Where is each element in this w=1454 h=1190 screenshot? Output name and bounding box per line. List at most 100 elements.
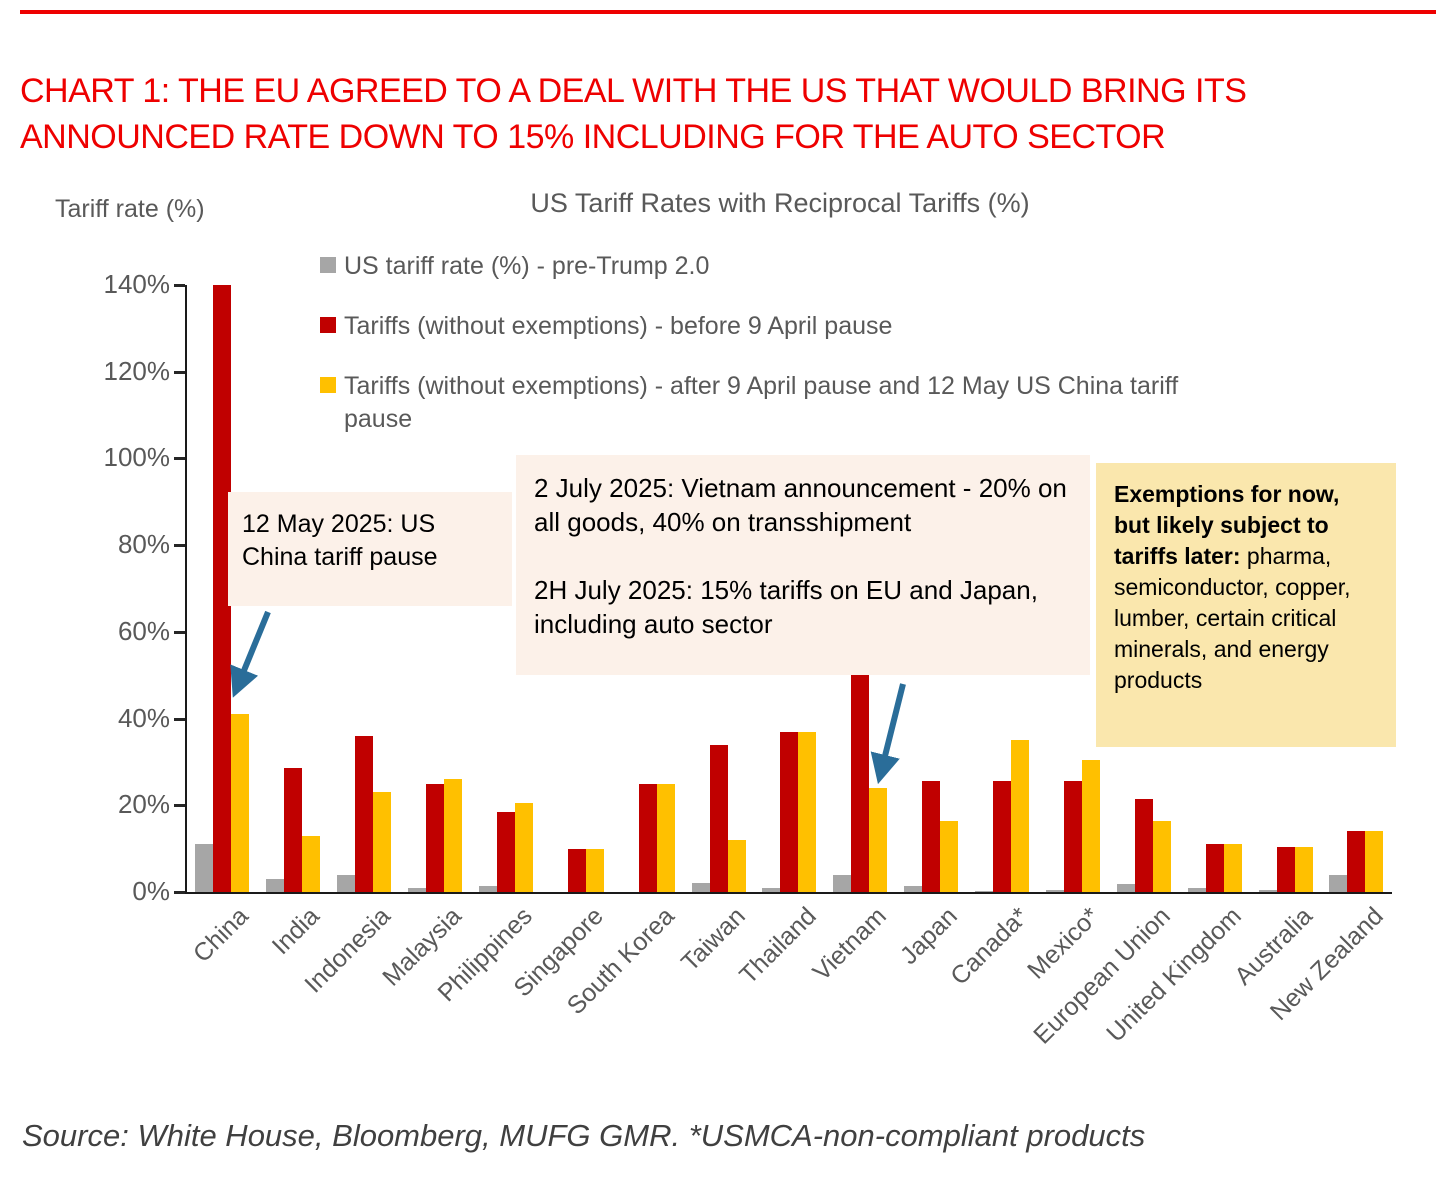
- bar-after-9-april-australia: [1294, 846, 1313, 892]
- y-tick-mark-140: [174, 284, 185, 287]
- annotation-spacer: [534, 539, 1072, 573]
- bar-before-9-april-south-korea: [638, 783, 657, 892]
- x-label-japan: Japan: [895, 902, 964, 970]
- bar-group-philippines: [471, 285, 542, 892]
- x-label-india: India: [266, 902, 326, 961]
- bar-before-9-april-australia: [1276, 846, 1295, 892]
- y-tick-100: 100%: [103, 442, 171, 473]
- legend-label-before-9-april: Tariffs (without exemptions) - before 9 …: [344, 312, 893, 340]
- bar-group-singapore: [541, 285, 612, 892]
- bar-after-9-april-south-korea: [656, 783, 675, 892]
- bar-group-canada: [967, 285, 1038, 892]
- annotation-vietnam-eu: 2 July 2025: Vietnam announcement - 20% …: [516, 455, 1090, 675]
- bar-pre-trump-thailand: [762, 887, 781, 892]
- y-tick-mark-0: [174, 891, 185, 894]
- legend-swatch-before-9-april: [320, 317, 336, 333]
- y-axis-title: Tariff rate (%): [55, 195, 205, 223]
- bar-group-united-kingdom: [1179, 285, 1250, 892]
- x-label-canada: Canada*: [945, 902, 1034, 991]
- bar-group-mexico: [1038, 285, 1109, 892]
- bar-group-indonesia: [329, 285, 400, 892]
- bar-before-9-april-malaysia: [426, 783, 445, 892]
- bar-pre-trump-new-zealand: [1329, 874, 1348, 892]
- legend-item-after-9-april: Tariffs (without exemptions) - after 9 A…: [320, 370, 1220, 436]
- bar-after-9-april-canada: [1011, 740, 1030, 892]
- bar-before-9-april-singapore: [567, 848, 586, 892]
- annotation-vietnam-text: 2 July 2025: Vietnam announcement - 20% …: [534, 473, 1067, 537]
- bar-after-9-april-malaysia: [444, 779, 463, 892]
- bar-pre-trump-mexico: [1045, 889, 1064, 892]
- bar-before-9-april-china: [213, 285, 232, 892]
- bar-before-9-april-philippines: [496, 811, 515, 892]
- bar-before-9-april-european-union: [1134, 798, 1153, 892]
- bar-pre-trump-malaysia: [408, 887, 427, 892]
- annotation-eu-japan-text: 2H July 2025: 15% tariffs on EU and Japa…: [534, 575, 1038, 639]
- bar-before-9-april-canada: [993, 781, 1012, 892]
- bar-group-vietnam: [825, 285, 896, 892]
- bar-after-9-april-taiwan: [727, 840, 746, 892]
- legend-item-before-9-april: Tariffs (without exemptions) - before 9 …: [320, 310, 1220, 343]
- bar-pre-trump-china: [195, 844, 214, 892]
- legend-label-after-9-april: Tariffs (without exemptions) - after 9 A…: [344, 372, 1179, 433]
- annotation-china-pause: 12 May 2025: US China tariff pause: [228, 492, 512, 606]
- y-tick-mark-120: [174, 370, 185, 374]
- chart-title: US Tariff Rates with Reciprocal Tariffs …: [530, 188, 1030, 218]
- bar-group-australia: [1250, 285, 1321, 892]
- y-tick-0: 0%: [132, 876, 170, 906]
- bar-after-9-april-indonesia: [373, 792, 392, 892]
- bar-pre-trump-taiwan: [691, 883, 710, 892]
- y-tick-120: 120%: [103, 355, 171, 386]
- legend-swatch-after-9-april: [320, 377, 336, 393]
- legend-item-pre-trump: US tariff rate (%) - pre-Trump 2.0: [320, 250, 1220, 283]
- bar-pre-trump-india: [266, 879, 285, 892]
- bar-after-9-april-philippines: [514, 803, 533, 892]
- source-note: Source: White House, Bloomberg, MUFG GMR…: [22, 1118, 1146, 1153]
- bar-pre-trump-philippines: [478, 885, 497, 892]
- legend: US tariff rate (%) - pre-Trump 2.0 Tariff…: [320, 250, 1220, 463]
- top-rule: [20, 10, 1436, 14]
- legend-swatch-pre-trump: [320, 257, 336, 273]
- bar-pre-trump-united-kingdom: [1187, 887, 1206, 892]
- bar-before-9-april-japan: [922, 781, 941, 892]
- bar-group-malaysia: [400, 285, 471, 892]
- bar-after-9-april-china: [231, 714, 250, 892]
- bars-container: [187, 285, 1392, 892]
- y-tick-mark-20: [174, 804, 185, 808]
- bar-pre-trump-indonesia: [337, 874, 356, 892]
- y-tick-mark-100: [174, 457, 185, 461]
- x-label-china: China: [188, 902, 255, 968]
- bar-after-9-april-japan: [940, 820, 959, 892]
- y-tick-mark-60: [174, 630, 185, 634]
- y-tick-60: 60%: [117, 615, 170, 646]
- bar-pre-trump-japan: [904, 885, 923, 892]
- bar-before-9-april-india: [284, 768, 303, 892]
- bar-pre-trump-australia: [1258, 889, 1277, 892]
- bar-after-9-april-new-zealand: [1365, 831, 1384, 892]
- headline-line-1: CHART 1: THE EU AGREED TO A DEAL WITH TH…: [20, 72, 1247, 110]
- bar-before-9-april-taiwan: [709, 744, 728, 892]
- y-tick-mark-80: [174, 544, 185, 548]
- x-label-vietnam: Vietnam: [807, 902, 893, 987]
- bar-after-9-april-singapore: [585, 848, 604, 892]
- y-tick-140: 140%: [103, 269, 171, 299]
- bar-after-9-april-india: [302, 835, 321, 892]
- headline-line-2: ANNOUNCED RATE DOWN TO 15% INCLUDING FOR…: [20, 118, 1166, 156]
- plot-area: [185, 285, 1392, 894]
- bar-before-9-april-mexico: [1063, 781, 1082, 892]
- bar-pre-trump-vietnam: [833, 874, 852, 892]
- bar-after-9-april-european-union: [1152, 820, 1171, 892]
- bar-group-south-korea: [612, 285, 683, 892]
- bar-after-9-april-mexico: [1081, 759, 1100, 892]
- bar-before-9-april-vietnam: [851, 675, 870, 892]
- x-label-thailand: Thailand: [733, 902, 822, 990]
- y-tick-20: 20%: [117, 789, 170, 820]
- bar-after-9-april-vietnam: [869, 787, 888, 892]
- bar-before-9-april-united-kingdom: [1205, 844, 1224, 892]
- bar-after-9-april-united-kingdom: [1223, 844, 1242, 892]
- bar-pre-trump-canada: [975, 890, 994, 892]
- bar-before-9-april-thailand: [780, 731, 799, 892]
- legend-label-pre-trump: US tariff rate (%) - pre-Trump 2.0: [344, 252, 710, 280]
- bar-group-china: [187, 285, 258, 892]
- bar-group-new-zealand: [1321, 285, 1392, 892]
